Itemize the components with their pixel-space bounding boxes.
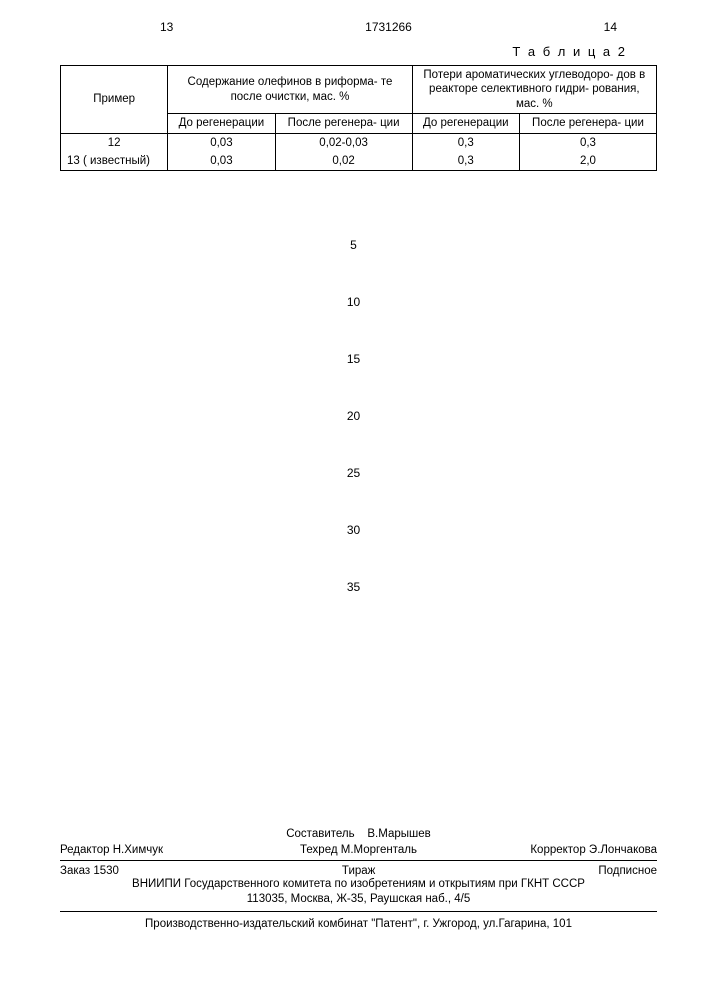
- table-header-example: Пример: [61, 66, 168, 134]
- table-cell: 2,0: [519, 152, 656, 171]
- table-cell: 0,02: [275, 152, 412, 171]
- subscription-label: Подписное: [598, 865, 657, 877]
- table-header-losses: Потери ароматических углеводоро- дов в р…: [412, 66, 656, 114]
- line-number: 35: [347, 580, 360, 594]
- page-header: 13 1731266 14: [60, 20, 657, 34]
- corrector-name: Э.Лончакова: [589, 844, 657, 856]
- table-cell: 0,02-0,03: [275, 133, 412, 152]
- table-cell: 12: [61, 133, 168, 152]
- table-cell: 13 ( известный): [61, 152, 168, 171]
- data-table: Пример Содержание олефинов в риформа- те…: [60, 65, 657, 171]
- line-number: 20: [347, 409, 360, 423]
- tech-name: М.Моргенталь: [341, 844, 417, 856]
- compiler-name: В.Марышев: [367, 828, 430, 840]
- editor-name: Н.Химчук: [113, 844, 163, 856]
- document-number: 1731266: [365, 20, 412, 34]
- page-number-left: 13: [160, 20, 173, 34]
- corrector-label: Корректор: [530, 844, 585, 856]
- table-subheader-after-1: После регенера- ции: [275, 114, 412, 133]
- table-cell: 0,03: [168, 133, 275, 152]
- footer-block: Составитель В.Марышев Редактор Н.Химчук …: [60, 828, 657, 930]
- tech-label: Техред: [300, 844, 338, 856]
- table-cell: 0,3: [412, 152, 519, 171]
- table-subheader-before-1: До регенерации: [168, 114, 275, 133]
- footer-publisher: Производственно-издательский комбинат "П…: [60, 918, 657, 930]
- divider: [60, 860, 657, 861]
- divider: [60, 911, 657, 912]
- editor-label: Редактор: [60, 844, 110, 856]
- table-cell: 0,3: [519, 133, 656, 152]
- line-number: 30: [347, 523, 360, 537]
- tirazh-label: Тираж: [342, 865, 375, 877]
- institution-line-2: 113035, Москва, Ж-35, Раушская наб., 4/5: [60, 892, 657, 907]
- page-number-right: 14: [604, 20, 617, 34]
- institution-line-1: ВНИИПИ Государственного комитета по изоб…: [60, 877, 657, 892]
- table-caption: Т а б л и ц а 2: [60, 44, 657, 59]
- table-row: 12 0,03 0,02-0,03 0,3 0,3: [61, 133, 657, 152]
- table-subheader-after-2: После регенера- ции: [519, 114, 656, 133]
- line-number: 10: [347, 295, 360, 309]
- table-cell: 0,03: [168, 152, 275, 171]
- table-header-olefins: Содержание олефинов в риформа- те после …: [168, 66, 412, 114]
- table-cell: 0,3: [412, 133, 519, 152]
- line-number: 5: [350, 238, 357, 252]
- order-number: Заказ 1530: [60, 865, 119, 877]
- table-row: 13 ( известный) 0,03 0,02 0,3 2,0: [61, 152, 657, 171]
- line-number-column: 5 10 15 20 25 30 35: [347, 238, 360, 637]
- compiler-label: Составитель: [286, 828, 354, 840]
- line-number: 15: [347, 352, 360, 366]
- line-number: 25: [347, 466, 360, 480]
- table-subheader-before-2: До регенерации: [412, 114, 519, 133]
